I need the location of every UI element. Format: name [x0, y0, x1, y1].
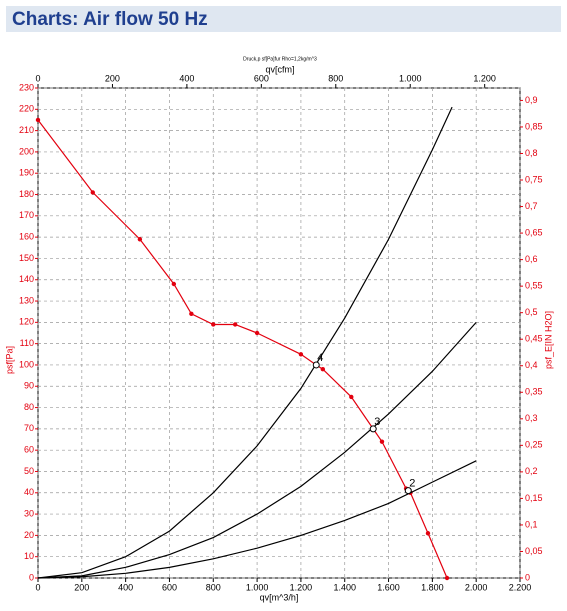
y-tick-label: 100 [19, 359, 34, 369]
y2-tick-label: 0,1 [525, 519, 538, 529]
y-tick-label: 90 [24, 381, 34, 391]
x-tick-label: 800 [206, 582, 221, 592]
y-tick-label: 60 [24, 445, 34, 455]
y-tick-label: 140 [19, 274, 34, 284]
curve [37, 460, 477, 579]
y-tick-label: 200 [19, 146, 34, 156]
y-tick-label: 50 [24, 466, 34, 476]
y2-tick-label: 0,05 [525, 546, 543, 556]
point [171, 281, 177, 287]
point [90, 190, 95, 195]
y-tick-label: 20 [24, 530, 34, 540]
y2-tick-label: 0,25 [525, 440, 543, 450]
point [232, 322, 238, 327]
y-tick-label: 170 [19, 210, 34, 220]
x-tick-label: 1.200 [290, 582, 313, 592]
x-tick-label: 1.400 [333, 582, 356, 592]
y2-tick-label: 0,55 [525, 281, 543, 291]
x-tick-label: 2.200 [509, 582, 532, 592]
y-tick-label: 70 [24, 423, 34, 433]
x2-tick-label: 400 [179, 73, 194, 83]
y2-tick-label: 0,7 [525, 201, 538, 211]
operating-point [404, 487, 412, 495]
header-title: Charts: Air flow 50 Hz [12, 9, 208, 30]
y-tick-label: 40 [24, 487, 34, 497]
curve [37, 106, 453, 579]
y-tick-label: 230 [19, 82, 34, 92]
x-tick-label: 600 [162, 582, 177, 592]
annotation: 3 [374, 416, 380, 428]
x2-tick-label: 800 [328, 73, 343, 83]
point [349, 394, 354, 400]
point [189, 311, 194, 317]
x-tick-label: 1.000 [246, 582, 269, 592]
x-tick-label: 2.000 [465, 582, 488, 592]
y-tick-label: 120 [19, 317, 34, 327]
y2-axis-label: psf_E[IN H2O] [543, 311, 553, 369]
point [254, 330, 260, 336]
y2-tick-label: 0,3 [525, 413, 538, 423]
x-tick-label: 1.600 [377, 582, 400, 592]
annotation: 2 [409, 478, 415, 490]
y2-tick-label: 0,8 [525, 148, 538, 158]
plot-area [37, 87, 521, 579]
point [137, 237, 143, 242]
y-tick-label: 150 [19, 253, 34, 263]
y-tick-label: 190 [19, 168, 34, 178]
y2-tick-label: 0,15 [525, 493, 543, 503]
y2-tick-label: 0 [525, 572, 530, 582]
y-tick-label: 130 [19, 295, 34, 305]
y2-tick-label: 0,2 [525, 466, 538, 476]
chart-title: Druck,p sf[Pa]fur Rho=1,2kg/m^3 [243, 56, 317, 62]
point [379, 439, 385, 444]
annotation: 4 [317, 352, 323, 364]
y-tick-label: 80 [24, 402, 34, 412]
x-tick-label: 200 [74, 582, 89, 592]
x2-tick-label: 0 [35, 73, 40, 83]
y-tick-label: 30 [24, 508, 34, 518]
y-tick-label: 10 [24, 551, 34, 561]
y2-tick-label: 0,35 [525, 387, 543, 397]
y2-tick-label: 0,45 [525, 334, 543, 344]
y-tick-label: 210 [19, 125, 34, 135]
x2-tick-label: 1.000 [399, 73, 422, 83]
operating-point [312, 361, 320, 369]
x-axis-label: qv[m^3/h] [260, 592, 299, 602]
point [298, 352, 304, 357]
y-tick-label: 220 [19, 104, 34, 114]
x2-axis-label: qv[cfm] [265, 64, 294, 74]
point [425, 531, 431, 536]
y2-tick-label: 0,4 [525, 360, 538, 370]
operating-point [369, 425, 377, 433]
y2-tick-label: 0,6 [525, 254, 538, 264]
curve [37, 321, 477, 579]
x2-tick-label: 200 [105, 73, 120, 83]
y2-tick-label: 0,5 [525, 307, 538, 317]
x2-tick-label: 1.200 [473, 73, 496, 83]
header: Charts: Air flow 50 Hz [6, 6, 561, 32]
y2-tick-label: 0,85 [525, 121, 543, 131]
y2-tick-label: 0,65 [525, 227, 543, 237]
y2-tick-label: 0,9 [525, 95, 538, 105]
y-tick-label: 110 [20, 338, 34, 348]
point [444, 575, 450, 581]
y-axis-label: psf[Pa] [4, 346, 14, 374]
x2-tick-label: 600 [254, 73, 269, 83]
x-tick-label: 1.800 [421, 582, 444, 592]
y2-tick-label: 0,75 [525, 174, 543, 184]
y-tick-label: 180 [19, 189, 34, 199]
point [211, 322, 216, 327]
x-tick-label: 0 [35, 582, 40, 592]
y-tick-label: 0 [29, 572, 34, 582]
point [35, 117, 41, 123]
y-tick-label: 160 [19, 232, 34, 242]
x-tick-label: 400 [118, 582, 133, 592]
point [320, 367, 326, 372]
curve [37, 119, 448, 579]
